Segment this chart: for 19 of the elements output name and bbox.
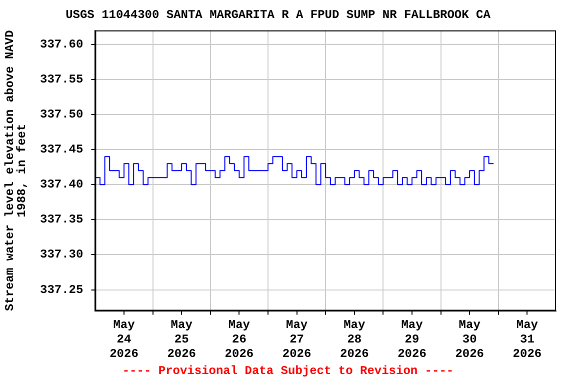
x-tick-label: May 24 2026 <box>110 318 138 361</box>
y-tick-label: 337.25 <box>40 282 84 297</box>
x-tick-label: May 26 2026 <box>224 318 254 361</box>
text: ---- Provisional Data Subject to Revision ---- <box>121 364 455 378</box>
x-tick-label: May 31 2026 <box>512 318 542 361</box>
chart-title: USGS 11044300 SANTA MARGARITA R A FPUD SUMP NR FALLBROOK CA <box>66 8 492 22</box>
x-tick-label: May 28 2026 <box>340 318 369 361</box>
y-tick-label: 337.55 <box>40 72 84 86</box>
y-axis-title: Stream water level elevation above NAVD 1988, in feet <box>3 30 30 312</box>
x-tick-label: May 27 2026 <box>282 318 312 361</box>
x-tick-label: May 29 2026 <box>398 318 426 361</box>
y-tick-label: 337.35 <box>40 212 84 227</box>
x-tick-label: May 30 2026 <box>455 318 484 361</box>
y-tick-label: 337.30 <box>40 248 84 262</box>
x-tick-label: May 25 2026 <box>167 318 196 361</box>
y-tick-label: 337.40 <box>40 178 84 192</box>
y-tick-label: 337.50 <box>40 108 84 122</box>
y-tick-label: 337.45 <box>40 142 84 157</box>
y-tick-label: 337.60 <box>40 37 84 52</box>
